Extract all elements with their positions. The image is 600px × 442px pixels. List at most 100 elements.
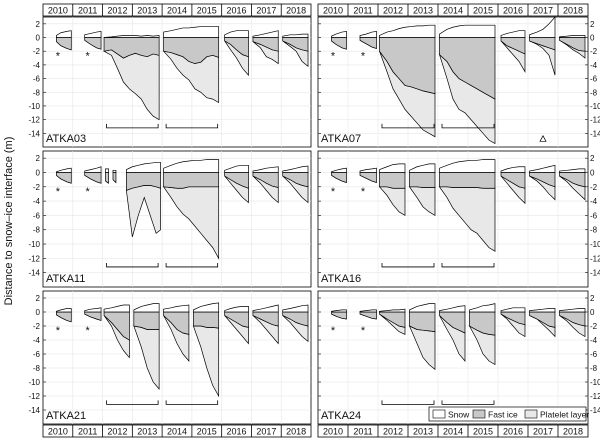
- season: [331, 309, 347, 320]
- multi-year-bracket: [106, 262, 159, 268]
- snow-area: [163, 26, 220, 38]
- snow-area: [104, 35, 160, 38]
- panel-atka21: 2 0 -2 -4 -6 -8 -10 -12 -14 * * ATKA21: [28, 290, 312, 425]
- y-tick-label: 0: [36, 308, 41, 317]
- season: [103, 35, 160, 121]
- snow-area: [252, 166, 279, 173]
- multi-year-bracket: [381, 400, 435, 405]
- legend-box: [428, 406, 587, 422]
- season: [103, 304, 130, 359]
- snow-area: [105, 168, 109, 173]
- year-label-bars: 2010 2011 2012 2013 2014 2015 2016 2017 20182010…: [42, 3, 589, 438]
- snow-area: [559, 168, 586, 173]
- season: [224, 306, 249, 345]
- panel-atka03: 2 0 -2 -4 -6 -8 -10 -12 -14 * * ATKA03: [28, 16, 312, 148]
- snow-area: [103, 304, 130, 313]
- y-tick-label: -8: [33, 88, 41, 97]
- snow-area: [529, 16, 556, 38]
- y-tick-label: -4: [33, 61, 41, 70]
- year-label: 2016: [503, 6, 523, 16]
- snow-area: [469, 303, 496, 313]
- year-bar-frame: [317, 3, 589, 17]
- asterisk-marker: *: [56, 325, 61, 337]
- panel-atka11: 2 0 -2 -4 -6 -8 -10 -12 -14 * * ATKA11: [28, 150, 312, 288]
- snow-area: [252, 30, 279, 38]
- y-tick-label: -2: [33, 47, 41, 56]
- season: [224, 164, 249, 204]
- year-bar-frame: [42, 424, 312, 438]
- y-tick-label: -10: [590, 240, 600, 249]
- season: [529, 16, 556, 76]
- fast-ice-area: [193, 311, 220, 329]
- y-tick-label: -6: [590, 350, 598, 359]
- y-tick-label: -12: [590, 392, 600, 401]
- y-tick-label: -10: [28, 378, 40, 387]
- legend-label: Snow: [448, 410, 470, 420]
- snow-area: [409, 303, 436, 313]
- snow-area: [379, 24, 436, 38]
- year-label: 2014: [167, 427, 187, 437]
- asterisk-marker: *: [86, 50, 91, 62]
- season: [500, 30, 526, 74]
- year-bar-top: 2010 2011 2012 2013 2014 2015 2016 2017 2018: [42, 3, 312, 17]
- snow-area: [439, 24, 496, 38]
- y-tick-label: -2: [33, 322, 41, 331]
- season: [252, 304, 279, 345]
- season: [529, 308, 556, 338]
- y-tick-label: 0: [590, 34, 595, 43]
- season: [125, 162, 161, 237]
- snow-area: [331, 30, 347, 38]
- snow-area: [379, 308, 406, 313]
- season: [162, 26, 220, 104]
- panel-atka07: 2 0 -2 -4 -6 -8 -10 -12 -14 * * ATKA07: [317, 16, 600, 148]
- y-tick-label: -8: [590, 88, 598, 97]
- y-tick-label: 2: [590, 294, 595, 303]
- year-bar-bottom: 2010 2011 2012 2013 2014 2015 2016 2017 2018: [317, 424, 589, 438]
- year-label: 2018: [563, 6, 583, 16]
- snow-area: [439, 159, 496, 173]
- y-tick-label: -6: [590, 75, 598, 84]
- y-tick-label: -14: [28, 129, 40, 138]
- y-tick-label: -8: [590, 226, 598, 235]
- season: [559, 168, 586, 201]
- snow-area: [112, 169, 117, 173]
- snow-area: [193, 302, 220, 313]
- multi-year-bracket: [381, 123, 435, 129]
- y-tick-label: -14: [590, 269, 600, 278]
- y-tick-label: -4: [590, 336, 598, 345]
- season: [84, 307, 102, 321]
- multi-year-bracket: [106, 400, 159, 405]
- legend-label: Platelet layer: [540, 410, 589, 420]
- season: [163, 304, 190, 362]
- snow-area: [359, 30, 377, 38]
- year-label: 2018: [286, 6, 306, 16]
- snow-area: [282, 304, 309, 313]
- year-label: 2017: [256, 427, 276, 437]
- snow-area: [559, 308, 586, 313]
- year-label: 2012: [107, 427, 127, 437]
- year-label: 2014: [443, 6, 463, 16]
- year-label: 2011: [78, 6, 97, 16]
- y-tick-label: -2: [590, 47, 598, 56]
- snow-area: [224, 164, 249, 173]
- snow-area: [529, 164, 556, 173]
- season: [84, 166, 102, 184]
- fast-ice-area: [133, 311, 160, 330]
- season: [468, 303, 496, 366]
- season: [559, 308, 586, 338]
- season: [56, 308, 72, 323]
- asterisk-marker: *: [56, 186, 61, 198]
- snow-area: [559, 35, 586, 38]
- year-label: 2010: [323, 6, 343, 16]
- year-label: 2014: [443, 427, 463, 437]
- year-label: 2018: [286, 427, 306, 437]
- snow-area: [500, 166, 526, 173]
- snow-area: [126, 162, 161, 173]
- snow-area: [359, 167, 377, 173]
- year-bar-top: 2010 2011 2012 2013 2014 2015 2016 2017 2018: [317, 3, 589, 17]
- asterisk-marker: *: [361, 186, 366, 198]
- year-label: 2014: [167, 6, 187, 16]
- season: [282, 33, 309, 67]
- year-bar-frame: [42, 3, 312, 17]
- snow-area: [252, 304, 279, 313]
